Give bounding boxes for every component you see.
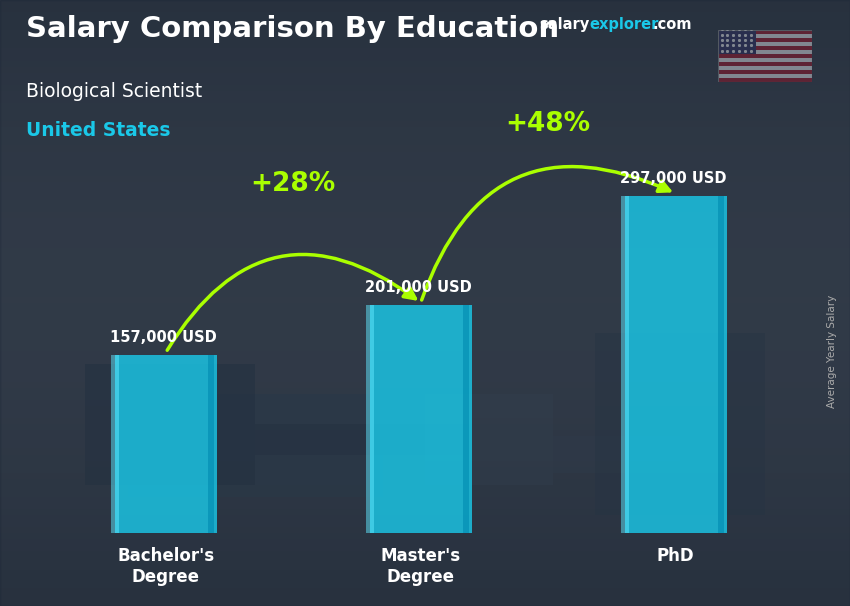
- Bar: [207, 355, 213, 533]
- Bar: [718, 58, 812, 62]
- Bar: [366, 305, 374, 533]
- Bar: [718, 54, 812, 58]
- Text: 157,000 USD: 157,000 USD: [110, 330, 217, 345]
- Bar: [718, 62, 812, 66]
- Bar: [717, 196, 723, 533]
- Text: explorer: explorer: [589, 17, 659, 32]
- FancyArrowPatch shape: [422, 167, 670, 300]
- Bar: [718, 35, 812, 38]
- Bar: [718, 74, 812, 78]
- Bar: [462, 305, 468, 533]
- Text: Salary Comparison By Education: Salary Comparison By Education: [26, 15, 558, 43]
- Bar: [620, 196, 629, 533]
- Bar: [718, 78, 812, 82]
- Text: Average Yearly Salary: Average Yearly Salary: [827, 295, 837, 408]
- Bar: [625, 196, 727, 533]
- Bar: [718, 46, 812, 50]
- Bar: [718, 70, 812, 74]
- Text: 297,000 USD: 297,000 USD: [620, 170, 726, 185]
- Text: Biological Scientist: Biological Scientist: [26, 82, 201, 101]
- FancyArrowPatch shape: [167, 255, 416, 350]
- Text: +48%: +48%: [506, 112, 591, 138]
- Text: 201,000 USD: 201,000 USD: [365, 279, 472, 295]
- Bar: [718, 30, 812, 35]
- Bar: [370, 305, 472, 533]
- Bar: [718, 66, 812, 70]
- Bar: [718, 42, 812, 46]
- Bar: [115, 355, 217, 533]
- Text: .com: .com: [653, 17, 692, 32]
- Text: United States: United States: [26, 121, 170, 140]
- Bar: [718, 30, 756, 54]
- Bar: [718, 50, 812, 54]
- Text: +28%: +28%: [251, 171, 336, 198]
- Bar: [718, 38, 812, 42]
- Text: salary: salary: [540, 17, 590, 32]
- Bar: [110, 355, 119, 533]
